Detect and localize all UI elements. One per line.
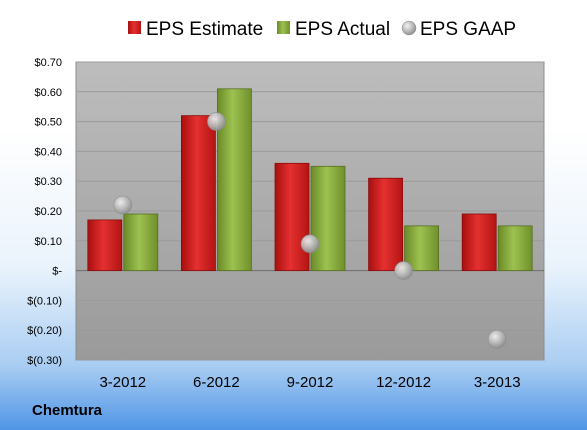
point-eps-gaap-9-2012 [300, 234, 320, 254]
company-name: Chemtura [32, 402, 103, 419]
legend-label: EPS Actual [295, 19, 390, 40]
legend-label: EPS Estimate [146, 19, 263, 40]
gaap-points [113, 112, 507, 349]
y-tick-label: $- [52, 266, 62, 278]
x-tick-label: 6-2012 [193, 374, 240, 391]
y-tick-label: $(0.10) [27, 295, 62, 307]
bar-eps-actual-9-2012 [310, 165, 346, 272]
legend-label: EPS GAAP [420, 19, 516, 40]
legend: EPS Estimate EPS Actual EPS GAAP [128, 19, 516, 40]
y-axis-ticks: $0.70 $0.60 $0.50 $0.40 $0.30 $0.20 $0.10 $- $(0… [27, 57, 62, 367]
x-tick-label: 3-2012 [99, 374, 146, 391]
bar-eps-estimate-3-2012 [87, 219, 123, 272]
legend-swatch-0 [128, 21, 141, 34]
y-tick-label: $0.70 [34, 57, 62, 69]
x-tick-label: 9-2012 [287, 374, 334, 391]
bar-eps-estimate-12-2012 [368, 177, 404, 271]
x-tick-label: 3-2013 [474, 374, 521, 391]
y-tick-label: $0.60 [34, 87, 62, 99]
y-tick-label: $0.30 [34, 176, 62, 188]
y-tick-label: $0.50 [34, 117, 62, 129]
bar-eps-estimate-3-2013 [461, 213, 497, 271]
y-tick-label: $(0.20) [27, 325, 62, 337]
y-tick-label: $0.40 [34, 146, 62, 158]
bar-eps-actual-3-2012 [123, 213, 159, 271]
legend-swatch-2 [401, 20, 417, 36]
bar-eps-estimate-6-2012 [180, 115, 216, 272]
point-eps-gaap-3-2012 [113, 195, 133, 215]
point-eps-gaap-12-2012 [394, 261, 413, 280]
x-tick-label: 12-2012 [376, 374, 431, 391]
y-tick-label: $0.20 [34, 206, 62, 218]
x-axis-ticks: 3-2012 6-2012 9-2012 12-2012 3-2013 [99, 374, 520, 391]
y-tick-label: $(0.30) [27, 355, 62, 367]
y-tick-label: $0.10 [34, 236, 62, 248]
bars [87, 88, 533, 272]
bar-eps-actual-12-2012 [404, 225, 440, 271]
bar-eps-estimate-9-2012 [274, 162, 310, 272]
bar-eps-actual-3-2013 [497, 225, 533, 271]
point-eps-gaap-6-2012 [207, 112, 226, 131]
point-eps-gaap-3-2013 [487, 329, 507, 349]
legend-swatch-1 [277, 21, 290, 34]
